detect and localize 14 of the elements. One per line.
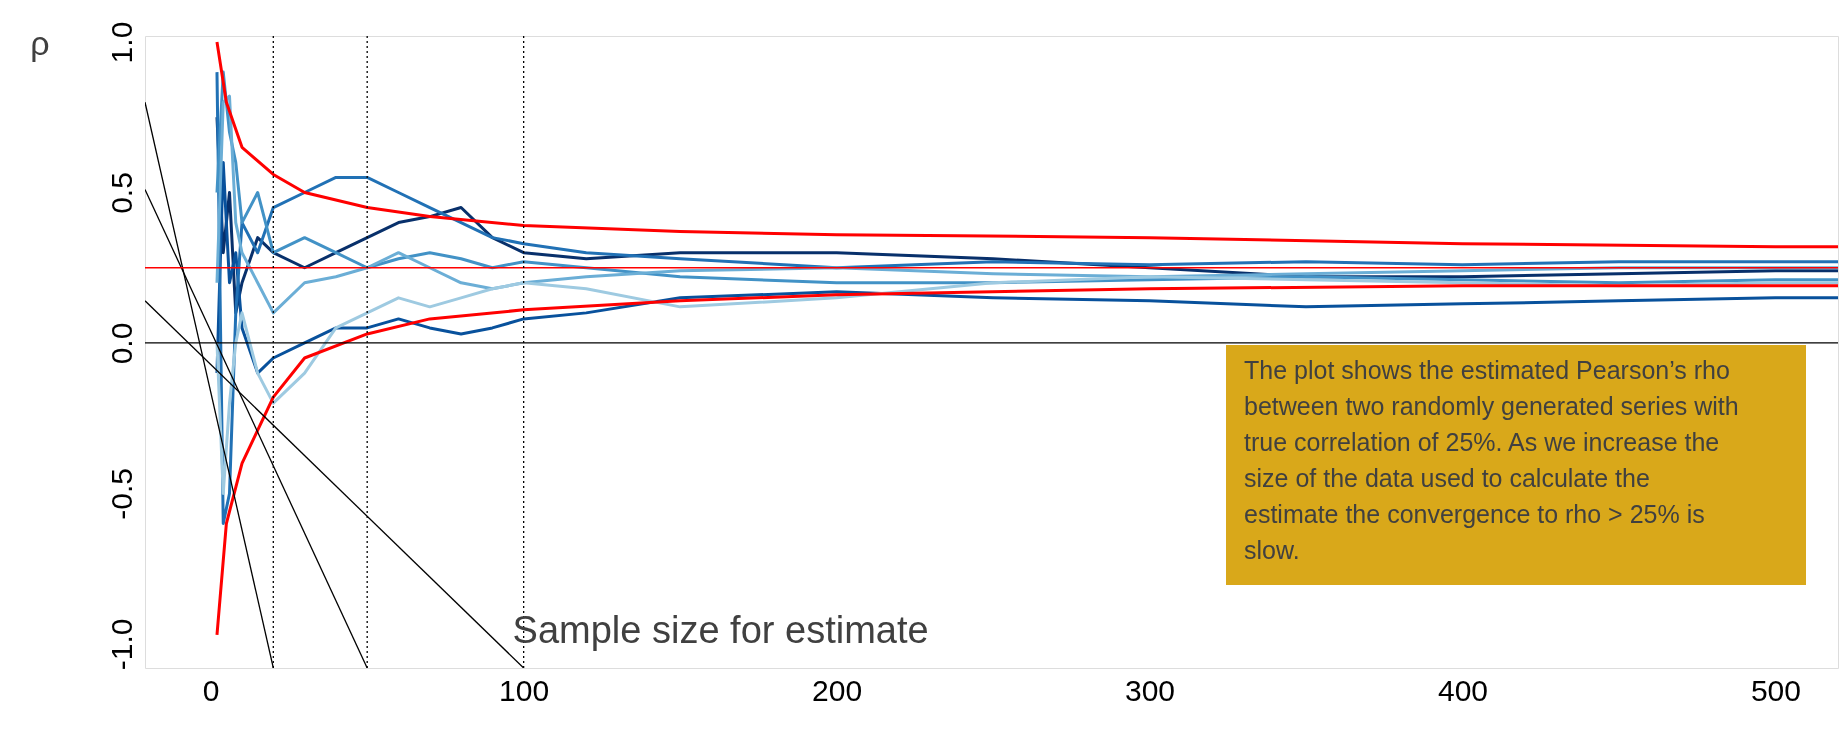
x-tick-label: 500 [1750,673,1801,707]
x-tick-label: 300 [1125,673,1176,707]
x-tick-label: 200 [812,673,863,707]
x-tick-label: 400 [1437,673,1488,707]
y-axis-title: ρ [30,24,50,62]
y-tick-label: -1.0 [104,618,138,671]
x-tick-label: 0 [202,673,220,707]
x-axis-title: Sample size for estimate [512,609,929,651]
y-tick-label: 0.5 [104,172,138,214]
y-tick-label: 1.0 [104,21,138,64]
y-tick-label: 0.0 [104,322,138,365]
x-tick-label: 100 [499,673,550,707]
y-tick-label: -0.5 [104,468,138,520]
annotation: The plot shows the estimated Pearson’s rho between two randomly generated series with true correlation of 25%. As we increase the size of the data used to calculate the estimate the convergence to rho > 25% is slow. [1244,356,1739,564]
